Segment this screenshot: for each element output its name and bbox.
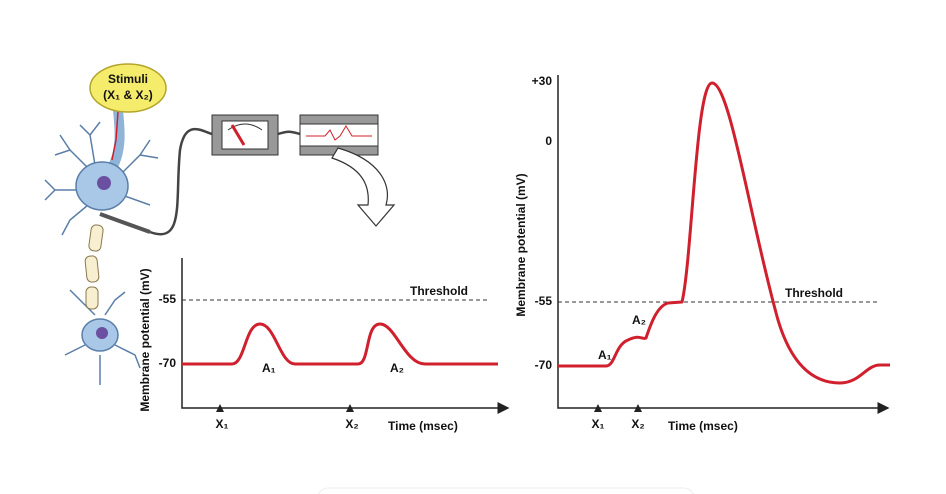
y-axis-label: Membrane potential (mV) bbox=[138, 268, 152, 411]
peak-label: A₂ bbox=[632, 313, 646, 327]
y-tick-label: -70 bbox=[535, 358, 553, 372]
neuron-illustration bbox=[44, 109, 396, 385]
y-tick-label: +30 bbox=[532, 74, 553, 88]
x-axis-label: Time (msec) bbox=[388, 419, 458, 433]
peak-label: A₁ bbox=[262, 361, 276, 375]
stimulus-marker-label: X₂ bbox=[631, 417, 644, 431]
y-tick-label: -70 bbox=[159, 356, 177, 370]
stimulus-label: Stimuli bbox=[108, 72, 148, 86]
stimulus-marker-label: X₂ bbox=[345, 417, 358, 431]
y-axis-label: Membrane potential (mV) bbox=[514, 173, 528, 316]
stimulus-label: (X₁ & X₂) bbox=[103, 88, 153, 102]
stimulus-marker-label: X₁ bbox=[216, 417, 229, 431]
x-axis-label: Time (msec) bbox=[668, 419, 738, 433]
y-tick-label: 0 bbox=[545, 134, 552, 148]
y-tick-label: -55 bbox=[535, 294, 553, 308]
y-tick-label: -55 bbox=[159, 292, 177, 306]
threshold-label: Threshold bbox=[785, 286, 843, 300]
peak-label: A₁ bbox=[598, 348, 612, 362]
peak-label: A₂ bbox=[390, 361, 404, 375]
stimulus-bubble bbox=[89, 63, 167, 113]
right-plot bbox=[557, 75, 890, 414]
stimulus-marker-label: X₁ bbox=[592, 417, 605, 431]
threshold-label: Threshold bbox=[410, 284, 468, 298]
footer-outline bbox=[318, 487, 694, 494]
left-plot bbox=[181, 258, 510, 414]
